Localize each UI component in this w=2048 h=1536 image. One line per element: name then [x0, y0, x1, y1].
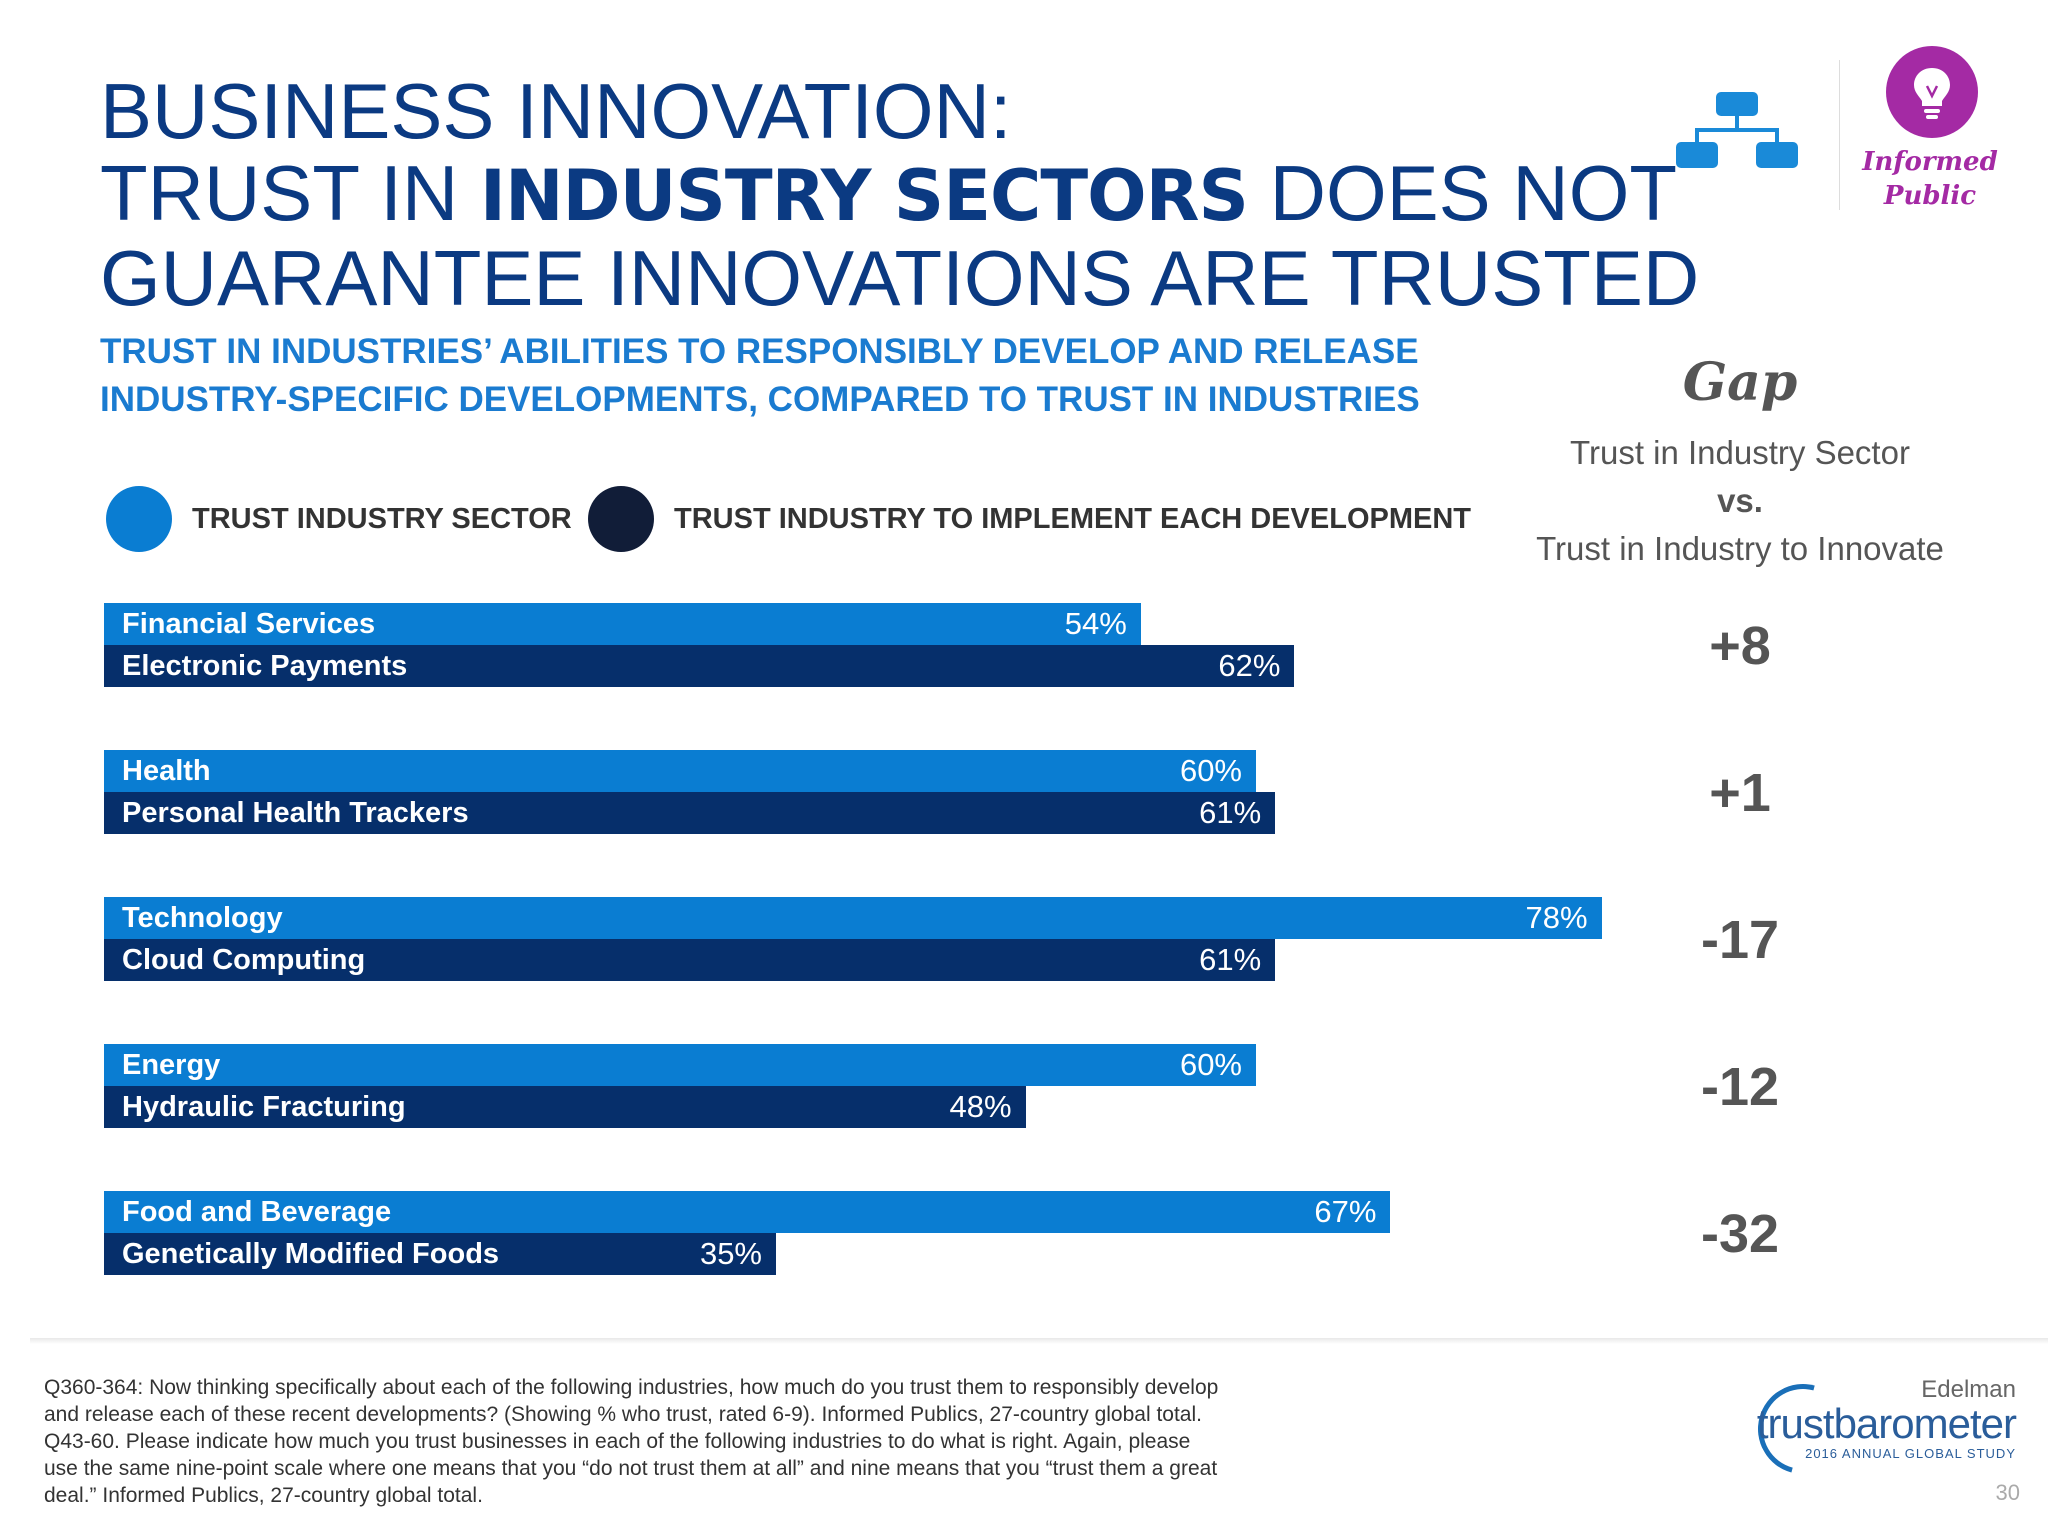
title-line-2-end: DOES NOT: [1247, 149, 1678, 237]
development-value-label: 48%: [949, 1089, 1012, 1124]
badge-label-line-2: Public: [1883, 181, 1977, 211]
org-chart-icon: [1676, 92, 1798, 168]
development-bar: Genetically Modified Foods 35%: [104, 1233, 776, 1275]
sector-value-label: 60%: [1179, 753, 1242, 788]
gap-value: -12: [1700, 1057, 1780, 1117]
legend-swatch-sector: [106, 486, 172, 552]
gap-value: +1: [1709, 763, 1771, 823]
development-label: Hydraulic Fracturing: [122, 1090, 406, 1123]
sector-bar: Technology 78%: [104, 897, 1602, 939]
logo-brand-main: trustbarometer: [1756, 1400, 2017, 1447]
trustbarometer-logo: Edelman trustbarometer 2016 ANNUAL GLOBA…: [1741, 1367, 2018, 1491]
title-line-2-emphasis: INDUSTRY SECTORS: [479, 155, 1249, 237]
gap-value: -32: [1700, 1204, 1780, 1264]
development-bar: Electronic Payments 62%: [104, 645, 1295, 687]
sector-label: Energy: [122, 1048, 221, 1081]
legend-label-sector: TRUST INDUSTRY SECTOR: [192, 502, 572, 535]
sector-bar: Financial Services 54%: [104, 603, 1141, 645]
subtitle-line-1: TRUST IN INDUSTRIES’ ABILITIES TO RESPON…: [100, 332, 1419, 371]
development-value-label: 61%: [1199, 942, 1262, 977]
sector-value-label: 78%: [1525, 900, 1588, 935]
lightbulb-icon: [1886, 46, 1978, 138]
sector-value-label: 60%: [1179, 1047, 1242, 1082]
development-label: Personal Health Trackers: [122, 796, 469, 829]
development-bar: Hydraulic Fracturing 48%: [104, 1086, 1026, 1128]
gap-subtitle-line-1: Trust in Industry Sector: [1570, 434, 1910, 471]
development-bar: Cloud Computing 61%: [104, 939, 1276, 981]
gap-subtitle-line-2: vs.: [1717, 482, 1763, 519]
sector-label: Health: [122, 754, 211, 787]
sector-bar: Health 60%: [104, 750, 1256, 792]
development-value-label: 35%: [699, 1236, 762, 1271]
footer-divider: [30, 1338, 2048, 1344]
page-number: 30: [1995, 1480, 2020, 1505]
gap-title: Gap: [1682, 352, 1798, 413]
development-label: Cloud Computing: [122, 943, 366, 976]
sector-label: Financial Services: [122, 607, 376, 640]
sector-value-label: 54%: [1064, 606, 1127, 641]
title-line-1: BUSINESS INNOVATION:: [100, 67, 1012, 155]
footnote-line-3: Q43-60. Please indicate how much you tru…: [44, 1430, 1191, 1453]
development-value-label: 62%: [1218, 648, 1281, 683]
title-line-2: TRUST IN INDUSTRY SECTORS DOES NOT: [100, 149, 1677, 237]
development-value-label: 61%: [1199, 795, 1262, 830]
development-label: Genetically Modified Foods: [122, 1237, 500, 1270]
title-line-3: GUARANTEE INNOVATIONS ARE TRUSTED: [100, 234, 1700, 322]
sector-bar: Food and Beverage 67%: [104, 1191, 1391, 1233]
page-title: BUSINESS INNOVATION: TRUST IN INDUSTRY S…: [100, 67, 1700, 322]
header-divider: [1839, 60, 1840, 210]
legend-item-sector: TRUST INDUSTRY SECTOR: [106, 484, 572, 554]
sector-label: Food and Beverage: [122, 1195, 392, 1228]
footnote-line-2: and release each of these recent develop…: [44, 1403, 1202, 1426]
development-label: Electronic Payments: [122, 649, 408, 682]
badge-label-line-1: Informed: [1862, 147, 1998, 177]
footnote-line-4: use the same nine-point scale where one …: [44, 1457, 1218, 1480]
footnote: Q360-364: Now thinking specifically abou…: [44, 1374, 1344, 1509]
legend-item-development: TRUST INDUSTRY TO IMPLEMENT EACH DEVELOP…: [588, 484, 1471, 554]
development-bar: Personal Health Trackers 61%: [104, 792, 1276, 834]
sector-label: Technology: [122, 901, 283, 934]
legend-label-development: TRUST INDUSTRY TO IMPLEMENT EACH DEVELOP…: [674, 502, 1472, 535]
logo-brand-top: Edelman: [1921, 1376, 2016, 1403]
gap-value: +8: [1709, 616, 1771, 676]
title-line-2-start: TRUST IN: [100, 149, 480, 237]
informed-public-label: Informed Public: [1840, 145, 2020, 213]
sector-bar: Energy 60%: [104, 1044, 1256, 1086]
chart-subtitle: TRUST IN INDUSTRIES’ ABILITIES TO RESPON…: [100, 328, 1420, 424]
footnote-line-5: deal.” Informed Publics, 27-country glob…: [44, 1484, 483, 1507]
sector-value-label: 67%: [1314, 1194, 1377, 1229]
legend-swatch-development: [588, 486, 654, 552]
subtitle-line-2: INDUSTRY-SPECIFIC DEVELOPMENTS, COMPARED…: [100, 380, 1420, 419]
footnote-line-1: Q360-364: Now thinking specifically abou…: [44, 1376, 1219, 1399]
gap-value: -17: [1700, 910, 1780, 970]
gap-subtitle-line-3: Trust in Industry to Innovate: [1536, 530, 1944, 567]
logo-brand-sub: 2016 ANNUAL GLOBAL STUDY: [1805, 1446, 2016, 1461]
